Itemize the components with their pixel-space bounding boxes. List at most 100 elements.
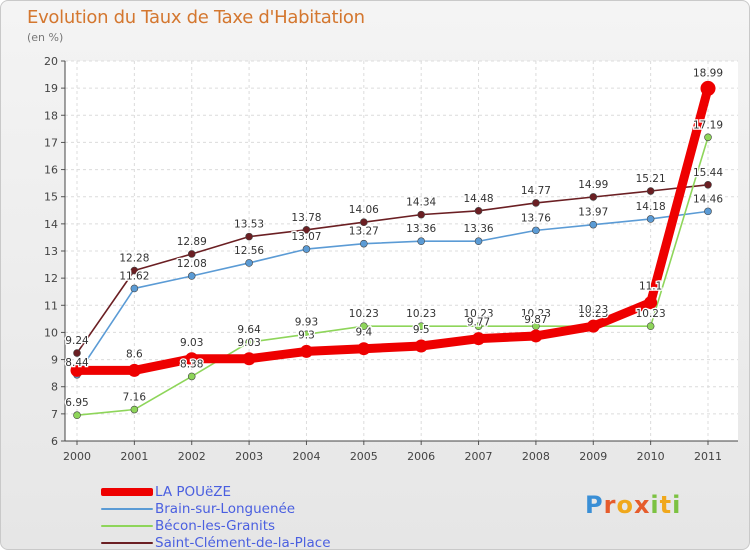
logo-letter: r <box>603 491 617 519</box>
data-label: 9.87 <box>524 314 547 326</box>
data-point <box>245 232 253 241</box>
data-point <box>130 284 139 293</box>
y-tick-label: 14 <box>44 218 58 231</box>
data-label: 11.1 <box>639 281 662 293</box>
data-label: 9.03 <box>180 337 203 349</box>
data-label: 6.95 <box>65 397 88 409</box>
data-point <box>704 207 712 216</box>
data-point <box>472 332 486 346</box>
data-label: 13.36 <box>406 223 436 235</box>
data-label: 13.27 <box>349 226 379 238</box>
proxiti-logo: Proxiti <box>585 491 681 519</box>
data-label: 12.56 <box>234 245 264 257</box>
data-point <box>529 329 543 343</box>
data-point <box>704 180 712 189</box>
data-point <box>245 259 253 267</box>
legend-label: Bécon-les-Granits <box>155 518 276 534</box>
data-label: 10.23 <box>406 308 436 320</box>
data-point <box>185 352 199 366</box>
y-tick-label: 8 <box>51 381 58 394</box>
data-point <box>589 193 598 201</box>
data-point <box>187 250 196 258</box>
data-point <box>130 405 139 414</box>
data-label: 14.06 <box>349 204 379 216</box>
legend-swatch <box>101 508 153 510</box>
data-label: 8.44 <box>65 357 89 369</box>
data-label: 9.24 <box>65 335 89 347</box>
legend-swatch <box>101 542 153 544</box>
data-point <box>646 187 655 195</box>
y-tick-label: 10 <box>44 326 58 339</box>
data-point <box>474 322 483 330</box>
data-point <box>589 220 598 229</box>
y-tick-label: 13 <box>44 245 58 258</box>
data-label: 14.77 <box>521 185 551 197</box>
series-line <box>76 210 709 376</box>
data-point <box>700 80 716 96</box>
logo-letter: i <box>672 491 682 519</box>
legend-label: LA POUëZE <box>155 484 232 500</box>
data-label: 13.53 <box>234 219 264 231</box>
y-tick-label: 20 <box>44 55 58 68</box>
data-label: 12.89 <box>177 236 207 248</box>
data-point <box>187 372 196 381</box>
data-point <box>360 218 368 227</box>
data-label: 14.46 <box>693 193 723 205</box>
legend-swatch <box>101 525 153 527</box>
data-point <box>704 133 712 142</box>
data-label: 10.23 <box>521 308 551 320</box>
x-tick-label: 2000 <box>63 450 91 463</box>
data-label: 13.78 <box>291 212 321 224</box>
data-point <box>586 319 600 333</box>
x-tick-label: 2007 <box>465 450 493 463</box>
data-label: 9.93 <box>295 316 318 328</box>
data-label: 14.99 <box>578 179 608 191</box>
data-point <box>644 296 658 310</box>
y-tick-label: 16 <box>44 164 58 177</box>
data-label: 9.77 <box>467 317 490 329</box>
y-tick-label: 6 <box>51 435 58 448</box>
x-tick-label: 2003 <box>235 450 263 463</box>
logo-letter: o <box>616 491 634 519</box>
data-point <box>187 272 196 280</box>
data-point <box>357 342 371 356</box>
data-point <box>646 215 655 223</box>
data-label: 14.34 <box>406 197 436 209</box>
data-point <box>73 411 81 420</box>
data-label: 10.23 <box>349 308 379 320</box>
x-tick-label: 2004 <box>292 450 320 463</box>
legend-label: Saint-Clément-de-la-Place <box>155 535 331 550</box>
x-tick-label: 2010 <box>637 450 665 463</box>
data-point <box>242 352 256 366</box>
logo-letter: i <box>650 491 660 519</box>
data-point <box>474 207 483 215</box>
data-label: 9.03 <box>237 337 260 349</box>
y-tick-label: 18 <box>44 109 58 122</box>
data-point <box>302 226 311 234</box>
data-label: 13.36 <box>464 223 494 235</box>
series-line <box>72 83 713 375</box>
series-line <box>76 183 709 354</box>
legend-swatch <box>101 488 153 496</box>
data-label: 13.97 <box>578 207 608 219</box>
legend-label: Brain-sur-Longuenée <box>155 501 296 517</box>
data-point <box>302 330 311 339</box>
x-tick-label: 2009 <box>579 450 607 463</box>
data-point <box>130 266 139 275</box>
data-label: 12.08 <box>177 258 207 270</box>
data-label: 13.07 <box>291 231 321 243</box>
data-label: 8.6 <box>126 348 143 360</box>
logo-letter: x <box>633 491 651 519</box>
x-tick-label: 2008 <box>522 450 550 463</box>
y-tick-label: 7 <box>51 408 58 421</box>
logo-letter: t <box>659 491 673 519</box>
data-label: 8.38 <box>180 358 203 370</box>
x-tick-label: 2006 <box>407 450 435 463</box>
data-point <box>245 338 253 347</box>
data-label: 14.48 <box>464 193 494 205</box>
data-point <box>70 363 84 377</box>
data-label: 18.99 <box>693 67 723 79</box>
y-tick-label: 17 <box>44 136 58 149</box>
x-tick-label: 2005 <box>350 450 378 463</box>
